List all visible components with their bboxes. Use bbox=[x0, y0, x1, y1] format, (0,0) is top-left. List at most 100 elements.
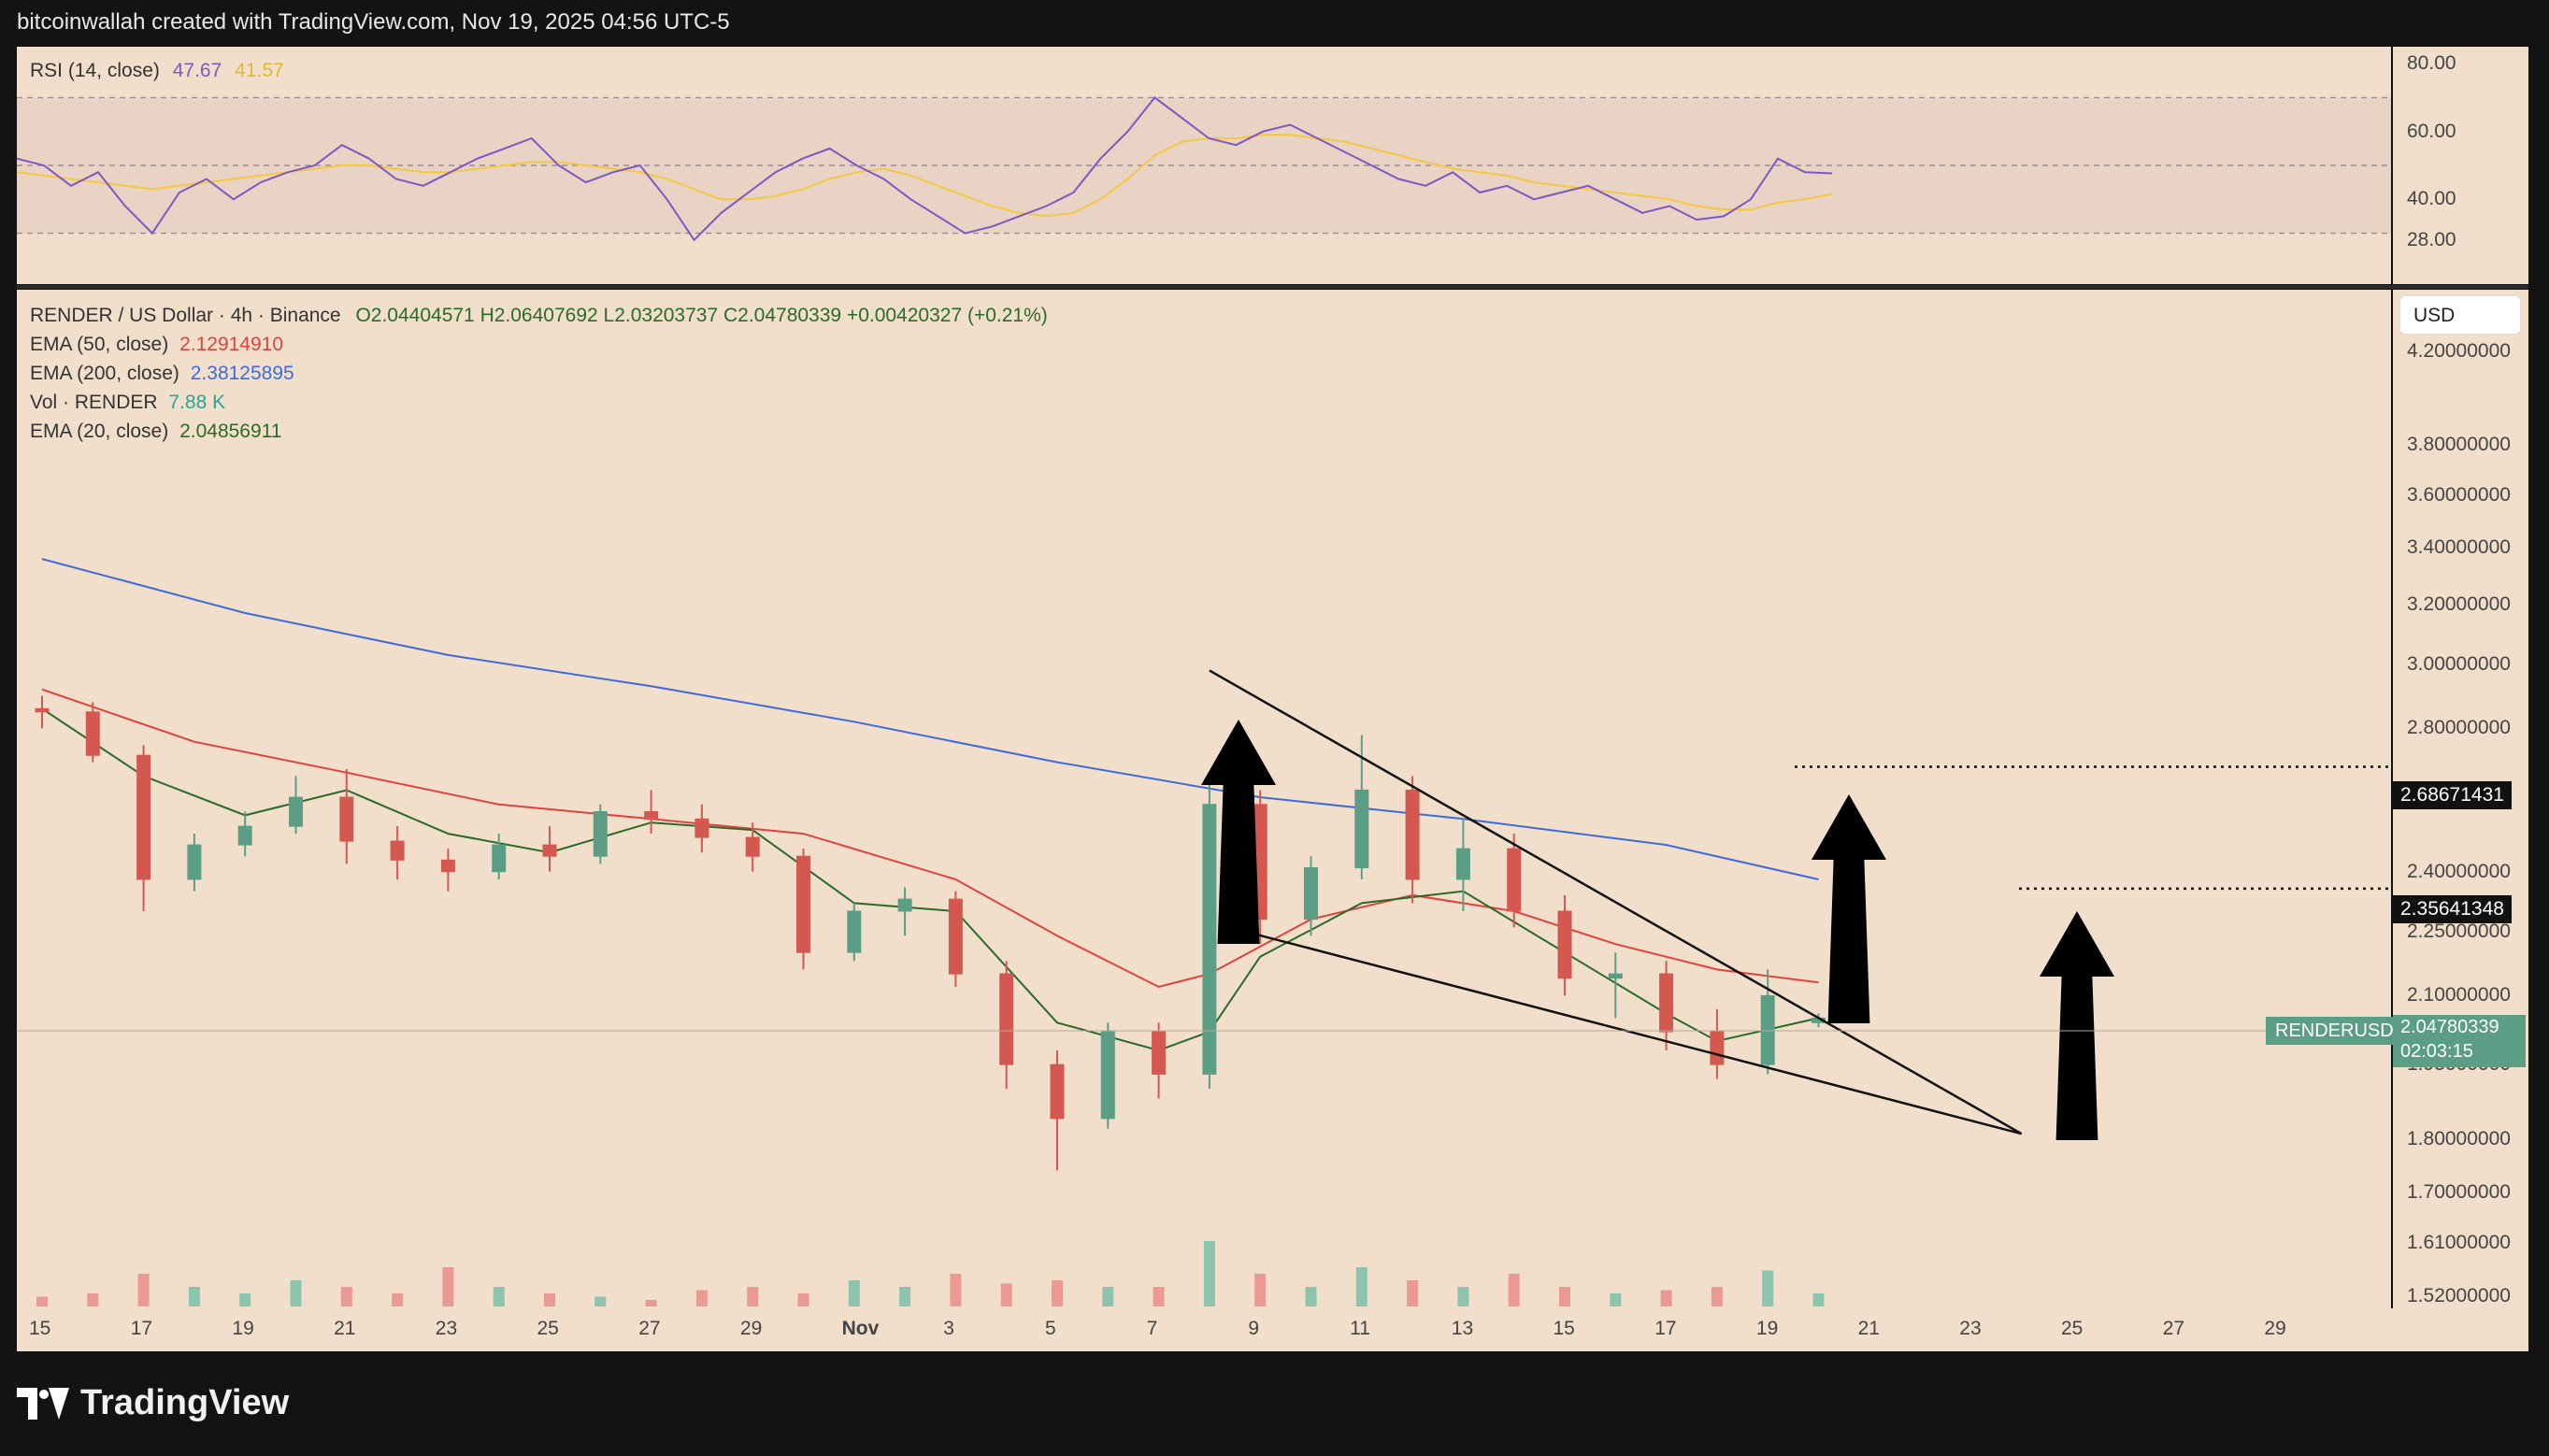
volume-bar bbox=[493, 1287, 505, 1306]
rsi-tick-label: 40.00 bbox=[2407, 188, 2456, 210]
ema50-value: 2.12914910 bbox=[179, 334, 284, 355]
bar-countdown: 02:03:15 bbox=[2400, 1041, 2473, 1062]
candle-body bbox=[35, 707, 50, 713]
time-tick-label: 17 bbox=[1654, 1318, 1677, 1339]
price-tick-label: 2.80000000 bbox=[2407, 717, 2511, 739]
candle-body bbox=[390, 840, 405, 861]
time-axis[interactable] bbox=[17, 1308, 2528, 1351]
volume-value: 7.88 K bbox=[168, 392, 226, 413]
price-tick-label: 1.80000000 bbox=[2407, 1127, 2511, 1149]
time-tick-label: 19 bbox=[232, 1318, 254, 1339]
candle-body bbox=[1100, 1031, 1115, 1120]
tradingview-logo-icon bbox=[17, 1387, 69, 1420]
last-price: 2.04780339 bbox=[2400, 1017, 2499, 1037]
volume-bar bbox=[1508, 1274, 1520, 1306]
time-tick-label: 9 bbox=[1248, 1318, 1260, 1339]
currency-selector[interactable]: USD bbox=[2399, 295, 2521, 335]
volume-bar bbox=[848, 1280, 860, 1306]
price-tick-label: 4.20000000 bbox=[2407, 340, 2511, 363]
price-panel[interactable] bbox=[17, 290, 2391, 1308]
candle-body bbox=[1152, 1031, 1167, 1075]
price-tick-label: 1.70000000 bbox=[2407, 1180, 2511, 1203]
rsi-axis[interactable] bbox=[2393, 47, 2528, 284]
brand-name: TradingView bbox=[80, 1383, 290, 1422]
ema20-line bbox=[41, 707, 1819, 1052]
rsi-value: 47.67 bbox=[172, 60, 222, 81]
volume-bar bbox=[950, 1274, 962, 1306]
candle-body bbox=[339, 796, 354, 842]
volume-bar bbox=[137, 1274, 150, 1306]
ema20-value: 2.04856911 bbox=[179, 421, 282, 442]
volume-bar bbox=[797, 1293, 809, 1306]
candle-body bbox=[695, 818, 709, 838]
time-tick-label: Nov bbox=[841, 1318, 880, 1339]
volume-bar bbox=[645, 1300, 657, 1306]
time-tick-label: 3 bbox=[943, 1318, 954, 1339]
price-tick-label: 3.20000000 bbox=[2407, 592, 2511, 615]
volume-bar bbox=[87, 1293, 99, 1306]
candle-body bbox=[136, 754, 151, 880]
volume-bar bbox=[1457, 1287, 1469, 1306]
volume-bar bbox=[747, 1287, 759, 1306]
volume-bar bbox=[1000, 1283, 1012, 1306]
volume-bar bbox=[1407, 1280, 1419, 1306]
price-tick-label: 3.80000000 bbox=[2407, 433, 2511, 455]
chart-legend[interactable]: RENDER / US Dollar · 4h · Binance O2.044… bbox=[30, 301, 1048, 446]
candle-body bbox=[1050, 1063, 1065, 1120]
candle-body bbox=[999, 973, 1014, 1065]
volume-bar bbox=[695, 1290, 708, 1306]
time-tick-label: 15 bbox=[1553, 1318, 1575, 1339]
candle-body bbox=[897, 898, 912, 912]
volume-bar bbox=[1711, 1287, 1723, 1306]
candle-body bbox=[1760, 994, 1775, 1065]
candle-body bbox=[85, 711, 100, 756]
volume-bar bbox=[1762, 1270, 1774, 1306]
price-tick-label: 1.52000000 bbox=[2407, 1284, 2511, 1306]
volume-bar bbox=[392, 1293, 404, 1306]
price-tick-label: 1.61000000 bbox=[2407, 1231, 2511, 1253]
time-tick-label: 13 bbox=[1451, 1318, 1474, 1339]
price-tick-label: 3.40000000 bbox=[2407, 536, 2511, 559]
candle-body bbox=[1710, 1031, 1725, 1065]
candle-body bbox=[289, 796, 303, 827]
symbol-price-tag: RENDERUSD bbox=[2266, 1017, 2403, 1045]
chart-attribution: bitcoinwallah created with TradingView.c… bbox=[17, 9, 730, 35]
candle-body bbox=[1405, 789, 1420, 880]
volume-bar bbox=[1052, 1280, 1063, 1306]
volume-bar bbox=[1254, 1274, 1267, 1306]
volume-bar bbox=[239, 1293, 251, 1306]
time-tick-label: 21 bbox=[334, 1318, 356, 1339]
volume-bar bbox=[1355, 1267, 1368, 1306]
volume-bar bbox=[36, 1296, 48, 1306]
candle-body bbox=[1557, 910, 1572, 979]
volume-bar bbox=[544, 1293, 555, 1306]
wedge-upper-line bbox=[1209, 669, 2023, 1135]
time-tick-label: 15 bbox=[29, 1318, 51, 1339]
time-tick-label: 27 bbox=[2162, 1318, 2185, 1339]
candle-body bbox=[796, 855, 810, 953]
time-tick-label: 23 bbox=[1959, 1318, 1982, 1339]
rsi-tick-label: 28.00 bbox=[2407, 228, 2456, 250]
price-tick-label: 2.40000000 bbox=[2407, 860, 2511, 882]
candle-body bbox=[187, 844, 202, 880]
rsi-ma-value: 41.57 bbox=[235, 60, 284, 81]
ema50-line bbox=[41, 688, 1819, 989]
ema50-label: EMA (50, close) bbox=[30, 334, 169, 355]
time-tick-label: 19 bbox=[1755, 1318, 1779, 1339]
time-tick-label: 23 bbox=[435, 1318, 458, 1339]
volume-bar bbox=[1203, 1241, 1215, 1306]
price-tick-label: 2.25000000 bbox=[2407, 920, 2511, 942]
volume-label: Vol · RENDER bbox=[30, 392, 158, 413]
rsi-ma-line bbox=[16, 134, 1833, 218]
lower-target-price-tag: 2.35641348 bbox=[2393, 895, 2512, 923]
candle-body bbox=[847, 910, 862, 953]
breakout-arrow-left bbox=[1201, 720, 1276, 944]
ema200-label: EMA (200, close) bbox=[30, 363, 179, 384]
time-tick-label: 27 bbox=[638, 1318, 661, 1339]
ema20-label: EMA (20, close) bbox=[30, 421, 169, 442]
candle-body bbox=[1304, 867, 1318, 921]
rsi-legend[interactable]: RSI (14, close) 47.67 41.57 bbox=[30, 60, 284, 82]
candle-body bbox=[1659, 973, 1674, 1033]
volume-bar bbox=[1610, 1293, 1622, 1306]
